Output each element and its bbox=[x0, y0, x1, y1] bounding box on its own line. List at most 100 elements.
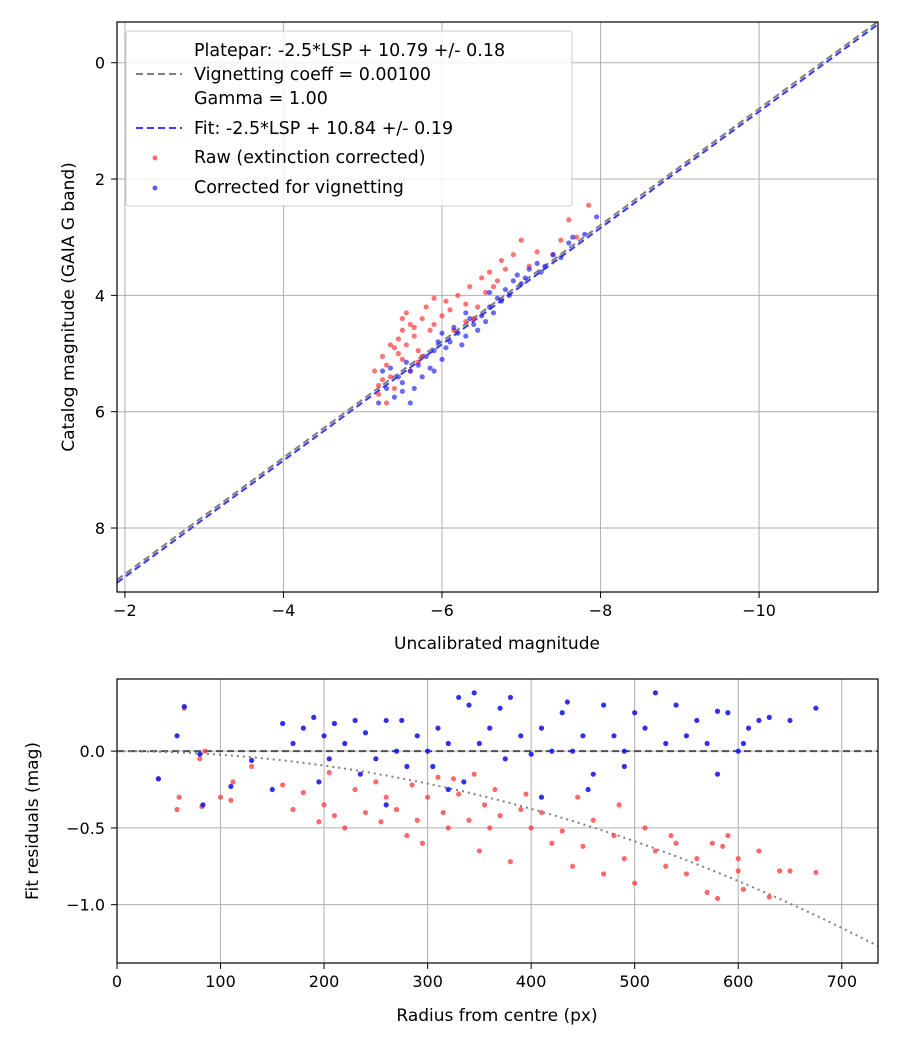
top-x-tick-label: −2 bbox=[113, 601, 137, 620]
residual-raw-point bbox=[673, 840, 679, 846]
corrected-point bbox=[375, 400, 382, 406]
raw-point bbox=[375, 382, 382, 389]
residual-raw-point bbox=[787, 868, 793, 874]
legend: Platepar: -2.5*LSP + 10.79 +/- 0.18 Vign… bbox=[125, 30, 573, 207]
raw-point bbox=[518, 237, 524, 243]
raw-point bbox=[475, 304, 481, 310]
residual-raw-point bbox=[290, 806, 296, 813]
residual-raw-point bbox=[766, 894, 772, 900]
residual-raw-point bbox=[642, 825, 648, 831]
top-y-tick-label: 2 bbox=[95, 170, 105, 189]
bottom-x-tick-label: 500 bbox=[619, 972, 650, 991]
corrected-point bbox=[399, 380, 405, 386]
residual-corrected-point bbox=[181, 704, 187, 710]
residual-corrected-point bbox=[528, 751, 534, 757]
raw-point bbox=[486, 269, 493, 275]
residual-corrected-point bbox=[590, 771, 596, 777]
residual-corrected-point bbox=[538, 725, 545, 731]
residual-raw-point bbox=[373, 779, 379, 785]
residual-corrected-point bbox=[502, 756, 508, 762]
residual-raw-point bbox=[174, 806, 180, 813]
legend-corrected-marker bbox=[152, 185, 158, 191]
corrected-point bbox=[558, 254, 564, 261]
residual-corrected-point bbox=[735, 748, 741, 754]
residual-raw-point bbox=[352, 786, 358, 793]
corrected-point bbox=[475, 327, 481, 333]
residual-raw-point bbox=[725, 832, 731, 839]
residual-raw-point bbox=[404, 832, 410, 839]
corrected-point bbox=[391, 394, 398, 400]
raw-point bbox=[415, 348, 421, 354]
residual-corrected-point bbox=[813, 705, 819, 711]
residual-corrected-point bbox=[280, 720, 286, 727]
corrected-point bbox=[455, 330, 461, 336]
residual-corrected-point bbox=[601, 702, 607, 708]
raw-point bbox=[455, 292, 461, 298]
residual-raw-point bbox=[450, 776, 457, 782]
residual-corrected-point bbox=[357, 771, 363, 777]
legend-platepar-line-3: Gamma = 1.00 bbox=[194, 89, 328, 109]
raw-point bbox=[411, 333, 417, 339]
residual-corrected-point bbox=[362, 730, 369, 736]
residual-raw-point bbox=[735, 868, 741, 874]
corrected-point bbox=[486, 289, 493, 296]
raw-point bbox=[439, 313, 445, 319]
legend-corrected-text: Corrected for vignetting bbox=[194, 178, 404, 198]
corrected-point bbox=[463, 310, 469, 316]
residual-raw-point bbox=[507, 859, 514, 865]
raw-point bbox=[419, 353, 425, 360]
raw-point bbox=[383, 362, 390, 368]
raw-point bbox=[395, 350, 402, 357]
raw-point bbox=[427, 327, 433, 333]
corrected-point bbox=[419, 374, 425, 380]
residual-raw-point bbox=[326, 770, 332, 776]
residual-raw-point bbox=[176, 794, 182, 800]
corrected-point bbox=[471, 321, 477, 328]
raw-point bbox=[479, 275, 485, 281]
corrected-point bbox=[439, 356, 445, 362]
residual-raw-point bbox=[425, 794, 431, 800]
residual-corrected-point bbox=[311, 714, 317, 720]
raw-point bbox=[483, 289, 489, 296]
corrected-point bbox=[415, 362, 421, 368]
residual-corrected-point bbox=[683, 733, 690, 739]
residual-raw-point bbox=[300, 790, 306, 796]
residual-raw-point bbox=[756, 848, 762, 854]
bottom-y-axis-label: Fit residuals (mag) bbox=[23, 742, 43, 900]
residual-corrected-point bbox=[580, 733, 586, 739]
residual-corrected-point bbox=[461, 779, 467, 785]
residual-corrected-point bbox=[694, 717, 700, 724]
residual-raw-point bbox=[549, 840, 555, 846]
residual-corrected-point bbox=[714, 771, 721, 777]
corrected-point bbox=[451, 324, 457, 330]
residual-raw-point bbox=[492, 786, 498, 793]
raw-point bbox=[399, 356, 405, 362]
residual-raw-point bbox=[683, 871, 690, 877]
residual-raw-point bbox=[601, 871, 607, 877]
residual-raw-point bbox=[487, 825, 493, 831]
residual-raw-point bbox=[331, 813, 338, 819]
residual-raw-point bbox=[393, 806, 400, 813]
residual-raw-point bbox=[616, 802, 622, 808]
bottom-x-tick-label: 600 bbox=[723, 972, 754, 991]
raw-point bbox=[387, 374, 394, 380]
corrected-point bbox=[395, 374, 402, 380]
residual-corrected-point bbox=[404, 763, 410, 770]
residual-corrected-point bbox=[549, 748, 555, 754]
raw-point bbox=[566, 217, 572, 223]
residual-raw-point bbox=[518, 806, 524, 813]
residual-corrected-point bbox=[228, 783, 234, 790]
corrected-point bbox=[506, 292, 512, 298]
residual-corrected-point bbox=[331, 720, 338, 727]
bottom-model-lines bbox=[117, 750, 879, 947]
residual-raw-point bbox=[538, 809, 545, 816]
legend-raw-text: Raw (extinction corrected) bbox=[194, 148, 426, 168]
raw-point bbox=[407, 321, 413, 328]
top-y-tick-label: 8 bbox=[95, 519, 105, 538]
residual-raw-point bbox=[694, 856, 700, 862]
corrected-point bbox=[411, 385, 417, 392]
residual-corrected-point bbox=[652, 690, 658, 696]
residual-corrected-point bbox=[564, 699, 570, 705]
residual-raw-point bbox=[740, 886, 747, 892]
top-y-tick-label: 6 bbox=[95, 403, 105, 422]
